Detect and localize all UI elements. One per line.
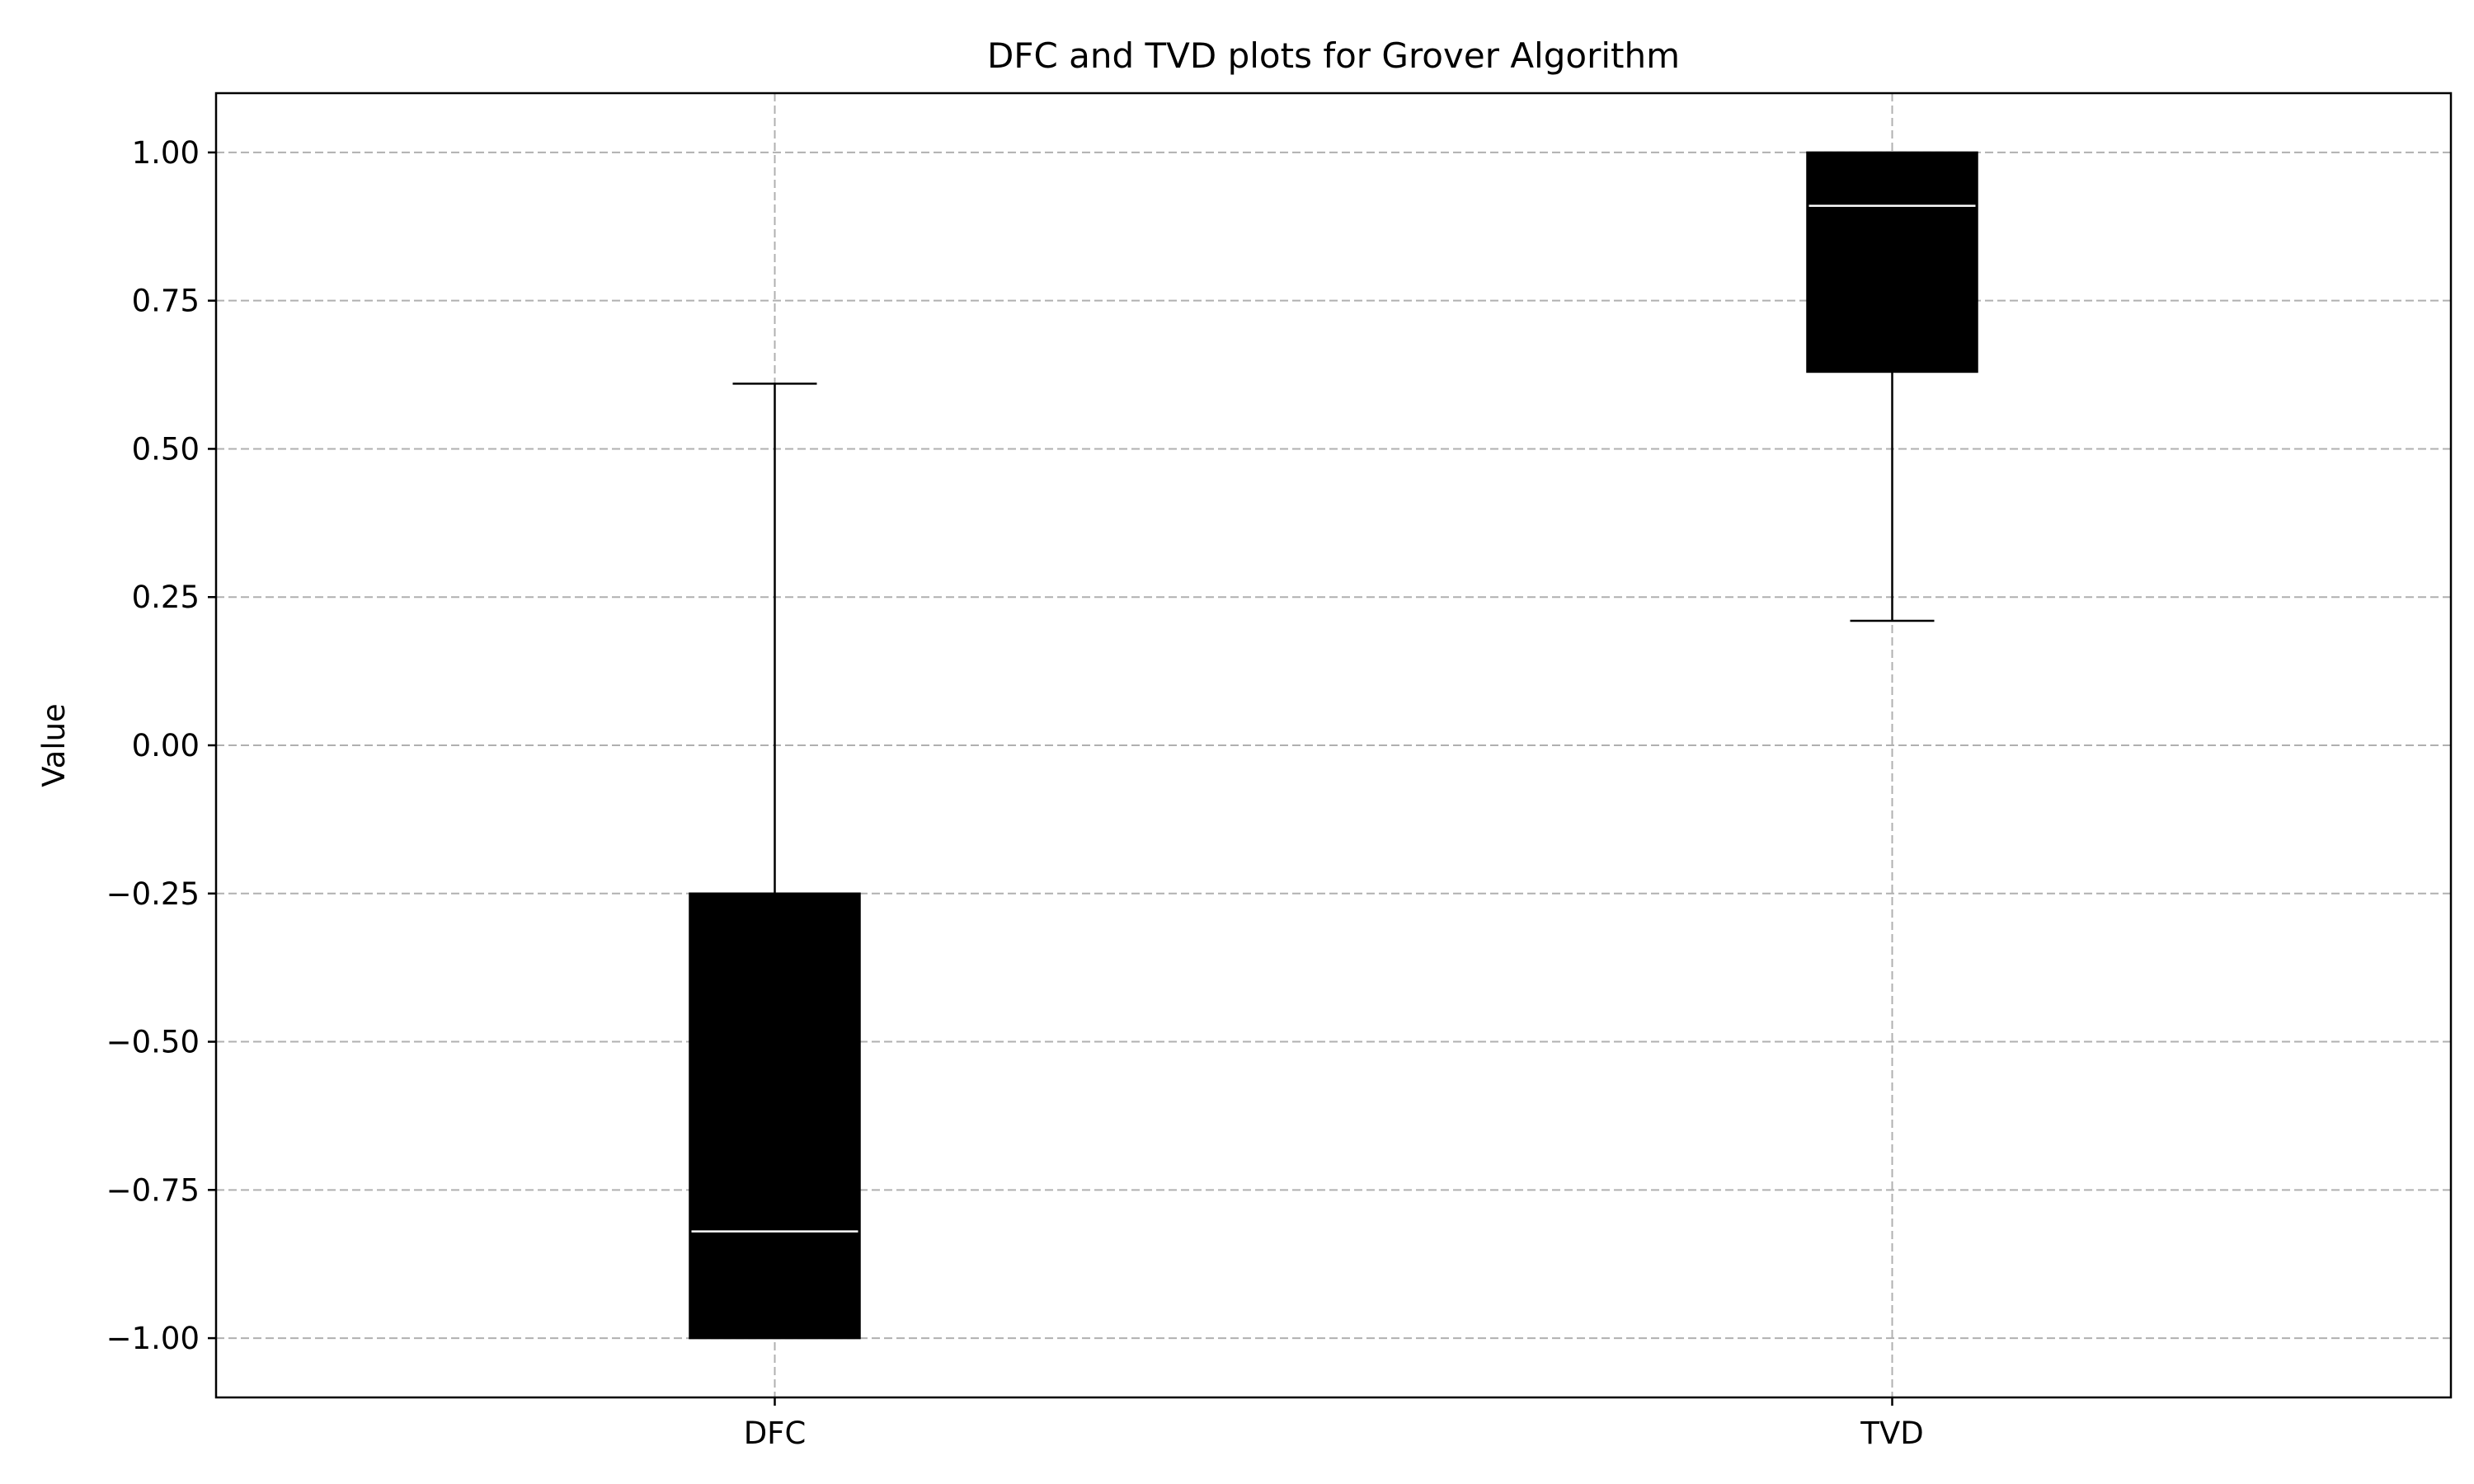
boxes — [689, 151, 1978, 1340]
y-tick-label: 0.00 — [132, 728, 200, 763]
y-tick-label: 0.75 — [132, 284, 200, 319]
box-dfc — [689, 892, 861, 1340]
box-tvd — [1806, 151, 1978, 373]
y-axis-label: Value — [36, 703, 72, 787]
chart-title: DFC and TVD plots for Grover Algorithm — [987, 35, 1680, 76]
y-tick-label: 0.50 — [132, 431, 200, 467]
grid-lines — [216, 93, 2451, 1397]
x-tick-label: TVD — [1860, 1416, 1923, 1451]
y-tick-label: −0.25 — [106, 876, 200, 912]
y-tick-label: −0.50 — [106, 1025, 200, 1060]
y-tick-label: 1.00 — [132, 135, 200, 171]
y-tick-label: 0.25 — [132, 580, 200, 615]
y-tick-label: −1.00 — [106, 1321, 200, 1356]
y-tick-label: −0.75 — [106, 1172, 200, 1208]
y-axis-ticks: 1.00 0.75 0.50 0.25 0.00 −0.25 −0.50 −0.75 −1.00 — [106, 135, 216, 1356]
x-tick-label: DFC — [744, 1416, 807, 1451]
x-axis-ticks: DFC TVD — [744, 1397, 1924, 1451]
